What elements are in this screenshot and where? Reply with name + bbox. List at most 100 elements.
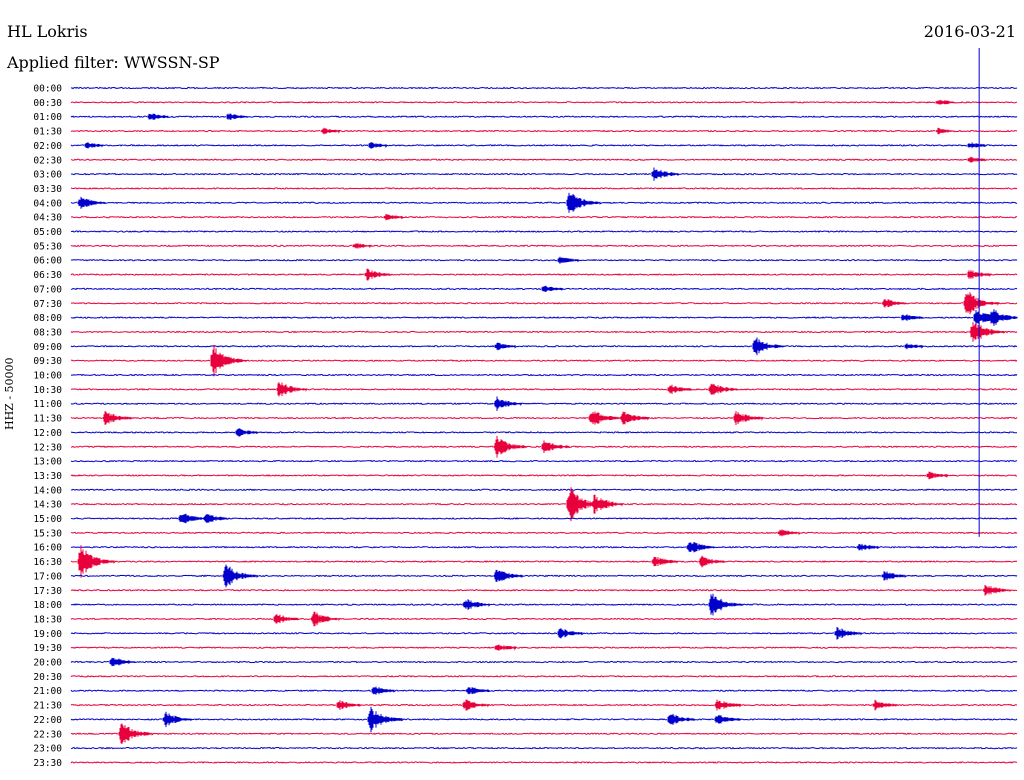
seismic-trace-row — [70, 230, 1018, 233]
row-time-label: 00:30 — [33, 98, 62, 109]
seismic-trace-row — [70, 344, 1018, 377]
row-time-label: 04:00 — [33, 198, 62, 209]
row-time-label: 19:00 — [33, 629, 62, 640]
row-time-label: 15:00 — [33, 514, 62, 525]
row-time-label: 11:00 — [33, 399, 62, 410]
seismic-trace-row — [70, 746, 1018, 750]
seismic-trace-row — [70, 675, 1018, 678]
row-time-label: 18:30 — [33, 614, 62, 625]
seismic-trace-row — [70, 396, 1018, 411]
row-time-label: 10:00 — [33, 371, 62, 382]
row-time-label: 05:00 — [33, 227, 62, 238]
seismic-trace-row — [70, 428, 1017, 437]
row-time-label: 22:30 — [33, 729, 62, 740]
row-time-label: 06:30 — [33, 270, 62, 281]
seismic-trace-row — [70, 113, 1018, 120]
seismic-trace-row — [70, 285, 1018, 292]
row-time-label: 14:30 — [33, 500, 62, 511]
row-time-label: 03:00 — [33, 170, 62, 181]
filter-label: Applied filter: WWSSN-SP — [7, 53, 220, 72]
seismic-trace-row — [70, 657, 1018, 667]
seismic-trace-row — [70, 127, 1018, 135]
seismic-trace-row — [70, 411, 1018, 425]
row-time-label: 03:30 — [33, 184, 62, 195]
seismic-trace-row — [70, 99, 1018, 105]
row-time-label: 16:00 — [33, 543, 62, 554]
seismic-trace-row — [70, 686, 1018, 695]
seismic-trace-row — [70, 256, 1018, 264]
seismic-trace-row — [70, 529, 1018, 537]
seismic-trace-row — [70, 156, 1018, 163]
seismic-trace-row — [70, 611, 1018, 627]
seismic-trace-row — [70, 268, 1018, 281]
seismic-trace-row — [70, 435, 1018, 458]
seismic-trace-row — [70, 214, 1018, 221]
row-time-label: 13:30 — [33, 471, 62, 482]
station-title: HL Lokris — [7, 22, 88, 41]
seismic-trace-row — [70, 644, 1018, 651]
row-time-label: 08:30 — [33, 327, 62, 338]
seismic-trace-row — [70, 564, 1018, 588]
row-time-label: 01:00 — [33, 112, 62, 123]
row-time-label: 23:00 — [33, 744, 62, 755]
seismic-trace-row — [71, 593, 1017, 616]
seismic-trace-row — [70, 309, 1018, 326]
date-label: 2016-03-21 — [923, 22, 1016, 41]
row-time-label: 00:00 — [33, 84, 62, 95]
seismic-trace-row — [70, 761, 1017, 764]
seismic-trace-row — [70, 192, 1017, 213]
seismic-trace-row — [71, 382, 1018, 397]
seismic-trace-row — [70, 187, 1018, 190]
row-time-label: 17:30 — [33, 586, 62, 597]
seismic-trace-row — [70, 542, 1018, 553]
seismic-trace-row — [70, 545, 1018, 578]
row-time-label: 02:00 — [33, 141, 62, 152]
row-time-label: 09:00 — [33, 342, 62, 353]
seismic-trace-row — [70, 142, 1018, 149]
seismic-trace-row — [70, 699, 1018, 711]
row-time-label: 07:00 — [33, 284, 62, 295]
row-time-label: 14:00 — [33, 485, 62, 496]
seismic-trace-row — [70, 706, 1018, 733]
seismic-trace-row — [70, 584, 1018, 596]
seismic-trace-row — [70, 488, 1018, 492]
row-time-label: 13:00 — [33, 457, 62, 468]
row-time-label: 02:30 — [33, 155, 62, 166]
seismic-trace-row — [70, 337, 1018, 356]
seismic-trace-row — [70, 471, 1017, 480]
row-time-label: 06:00 — [33, 256, 62, 267]
seismic-trace-row — [70, 487, 1018, 522]
seismic-trace-row — [70, 86, 1018, 90]
row-time-label: 11:30 — [33, 414, 62, 425]
row-time-label: 17:00 — [33, 571, 62, 582]
row-time-label: 15:30 — [33, 528, 62, 539]
row-time-label: 21:00 — [33, 686, 62, 697]
row-time-label: 04:30 — [33, 213, 62, 224]
seismic-trace-row — [70, 723, 1018, 744]
seismic-trace-row — [70, 167, 1018, 181]
seismic-trace-row — [70, 322, 1018, 342]
seismic-trace-row — [70, 627, 1018, 640]
row-time-label: 09:30 — [33, 356, 62, 367]
row-time-label: 21:30 — [33, 701, 62, 712]
row-time-label: 22:00 — [33, 715, 62, 726]
row-time-label: 18:00 — [33, 600, 62, 611]
seismic-trace-row — [70, 513, 1018, 524]
row-time-label: 08:00 — [33, 313, 62, 324]
seismic-trace-row — [70, 243, 1018, 249]
seismic-trace-row — [70, 373, 1018, 377]
row-time-label: 20:30 — [33, 672, 62, 683]
row-time-label: 20:00 — [33, 658, 62, 669]
row-time-label: 12:00 — [33, 428, 62, 439]
row-time-label: 23:30 — [33, 758, 62, 769]
row-time-label: 01:30 — [33, 127, 62, 138]
row-time-label: 10:30 — [33, 385, 62, 396]
row-time-label: 19:30 — [33, 643, 62, 654]
seismic-trace-row — [70, 459, 1018, 463]
row-time-label: 05:30 — [33, 241, 62, 252]
row-time-label: 07:30 — [33, 299, 62, 310]
row-time-label: 16:30 — [33, 557, 62, 568]
seismic-trace-row — [70, 292, 1018, 315]
row-time-label: 12:30 — [33, 442, 62, 453]
